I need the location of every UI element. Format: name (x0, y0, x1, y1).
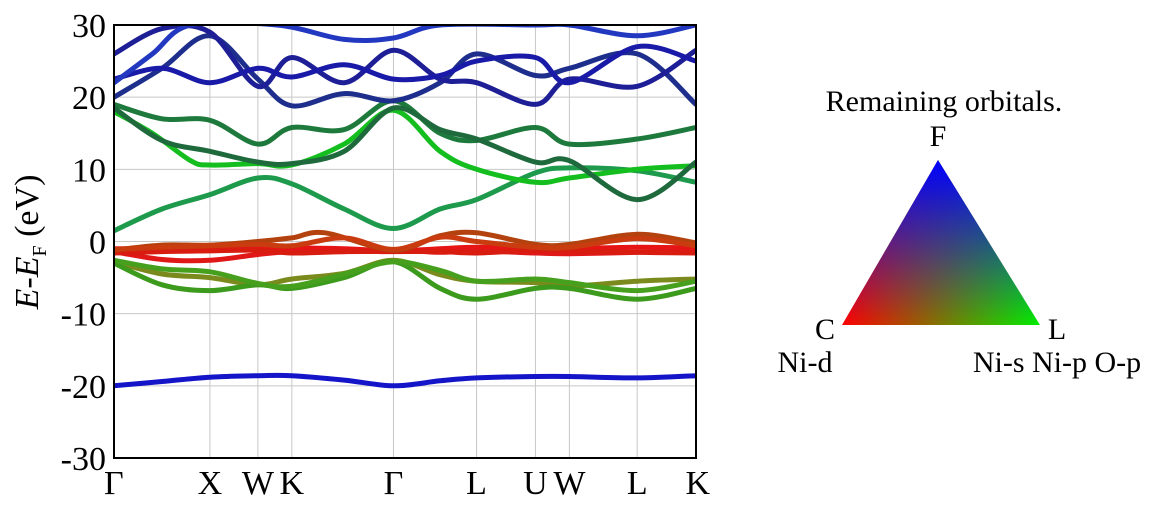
band-line-13 (114, 105, 696, 203)
x-tick-label: L (466, 465, 487, 502)
legend-title: Remaining orbitals. (826, 85, 1063, 118)
y-tick-label: -10 (61, 297, 106, 334)
x-tick-label: W (553, 465, 586, 502)
band-line-10 (114, 165, 696, 234)
y-tick-label: 0 (89, 225, 106, 262)
legend-vertex-left: C (815, 313, 835, 346)
color-legend: Remaining orbitals. F C L Ni-d Ni-s Ni-p… (778, 85, 1142, 379)
x-tick-label: Γ (384, 465, 404, 502)
band-line-15 (114, 25, 696, 107)
band-line-9 (114, 234, 696, 252)
y-tick-label: -20 (61, 369, 106, 406)
band-line-17 (114, 25, 696, 86)
band-line-14 (114, 33, 696, 109)
legend-vertex-top: F (930, 120, 947, 153)
band-line-16 (114, 43, 696, 86)
x-tick-label: L (627, 465, 648, 502)
x-tick-label: U (523, 465, 548, 502)
band-lines (114, 25, 696, 389)
x-tick-label: X (198, 465, 223, 502)
band-line-1 (114, 372, 696, 389)
y-tick-label: 30 (72, 8, 106, 45)
band-line-3 (114, 259, 696, 302)
x-tick-label: W (242, 465, 275, 502)
y-axis-label: E-EF (eV) (9, 175, 51, 311)
legend-vertex-right: L (1048, 313, 1066, 346)
band-line-4 (114, 257, 696, 294)
x-tick-label: K (685, 465, 710, 502)
x-tick-label: K (280, 465, 305, 502)
legend-triangle-blue-overlay (842, 160, 1040, 325)
y-tick-label: -30 (61, 441, 106, 478)
y-tick-label: 10 (72, 152, 106, 189)
y-tick-label: 20 (72, 80, 106, 117)
y-tick-labels: 30 20 10 0 -10 -20 -30 (61, 8, 106, 478)
x-tick-label: Γ (104, 465, 124, 502)
plot-frame (113, 24, 697, 459)
legend-label-left: Ni-d (778, 346, 833, 379)
legend-label-right: Ni-s Ni-p O-p (973, 346, 1141, 379)
